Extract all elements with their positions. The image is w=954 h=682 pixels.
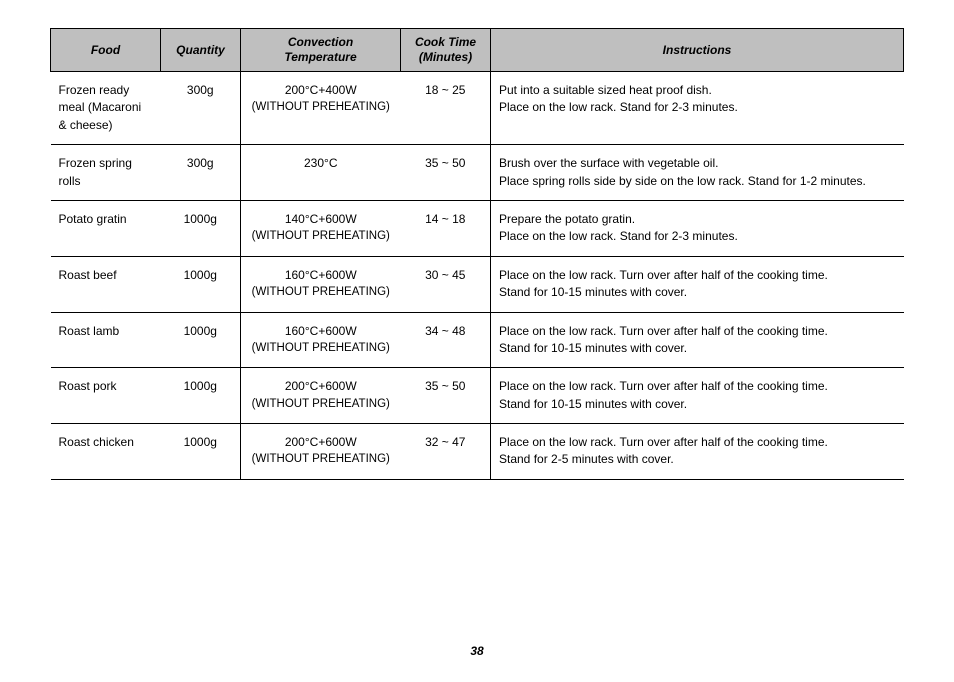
instruction-line: Place on the low rack. Stand for 2-3 min… — [499, 99, 896, 116]
table-row: Frozen spring rolls300g 230°C 35 ~ 50 Brush… — [51, 145, 904, 201]
cell-quantity: 1000g — [161, 424, 241, 480]
cell-instructions: Prepare the potato gratin.Place on the l… — [491, 200, 904, 256]
col-header-temperature: ConvectionTemperature — [241, 29, 401, 72]
instruction-line: Brush over the surface with vegetable oi… — [499, 155, 896, 172]
col-header-quantity: Quantity — [161, 29, 241, 72]
temperature-main: 200°C+400W — [249, 82, 393, 99]
cell-time: 34 ~ 48 — [401, 312, 491, 368]
table-row: Potato gratin1000g140°C+600W(WITHOUT PRE… — [51, 200, 904, 256]
temperature-sub: (WITHOUT PREHEATING) — [249, 284, 393, 301]
table-row: Roast chicken1000g200°C+600W(WITHOUT PRE… — [51, 424, 904, 480]
cell-temperature: 160°C+600W(WITHOUT PREHEATING) — [241, 312, 401, 368]
temperature-main: 160°C+600W — [249, 267, 393, 284]
col-header-food: Food — [51, 29, 161, 72]
instruction-line: Place on the low rack. Stand for 2-3 min… — [499, 228, 896, 245]
cell-quantity: 1000g — [161, 256, 241, 312]
cell-temperature: 140°C+600W(WITHOUT PREHEATING) — [241, 200, 401, 256]
temperature-sub: (WITHOUT PREHEATING) — [249, 228, 393, 245]
cell-quantity: 1000g — [161, 368, 241, 424]
cell-food: Roast chicken — [51, 424, 161, 480]
cell-instructions: Place on the low rack. Turn over after h… — [491, 256, 904, 312]
temperature-sub: (WITHOUT PREHEATING) — [249, 340, 393, 357]
instruction-line: Stand for 10-15 minutes with cover. — [499, 284, 896, 301]
col-header-time: Cook Time(Minutes) — [401, 29, 491, 72]
instruction-line: Stand for 10-15 minutes with cover. — [499, 396, 896, 413]
col-header-instructions: Instructions — [491, 29, 904, 72]
instruction-line: Place on the low rack. Turn over after h… — [499, 267, 896, 284]
cell-time: 35 ~ 50 — [401, 368, 491, 424]
page-number: 38 — [0, 644, 954, 658]
cell-temperature: 200°C+600W(WITHOUT PREHEATING) — [241, 424, 401, 480]
temperature-main: 160°C+600W — [249, 323, 393, 340]
table-body: Frozen ready meal (Macaroni & cheese)300… — [51, 72, 904, 480]
cell-quantity: 300g — [161, 145, 241, 201]
temperature-main: 140°C+600W — [249, 211, 393, 228]
instruction-line: Place on the low rack. Turn over after h… — [499, 378, 896, 395]
cell-food: Roast beef — [51, 256, 161, 312]
table-row: Roast pork1000g200°C+600W(WITHOUT PREHEA… — [51, 368, 904, 424]
cell-time: 32 ~ 47 — [401, 424, 491, 480]
instruction-line: Place spring rolls side by side on the l… — [499, 173, 896, 190]
cell-quantity: 300g — [161, 72, 241, 145]
cell-time: 35 ~ 50 — [401, 145, 491, 201]
cell-quantity: 1000g — [161, 200, 241, 256]
cell-food: Roast pork — [51, 368, 161, 424]
temperature-sub: (WITHOUT PREHEATING) — [249, 99, 393, 116]
instruction-line: Prepare the potato gratin. — [499, 211, 896, 228]
cell-instructions: Place on the low rack. Turn over after h… — [491, 312, 904, 368]
cell-temperature: 200°C+600W(WITHOUT PREHEATING) — [241, 368, 401, 424]
instruction-line: Place on the low rack. Turn over after h… — [499, 434, 896, 451]
temperature-sub: (WITHOUT PREHEATING) — [249, 451, 393, 468]
cell-instructions: Brush over the surface with vegetable oi… — [491, 145, 904, 201]
cell-food: Potato gratin — [51, 200, 161, 256]
cell-food: Frozen spring rolls — [51, 145, 161, 201]
cell-temperature: 160°C+600W(WITHOUT PREHEATING) — [241, 256, 401, 312]
cell-time: 30 ~ 45 — [401, 256, 491, 312]
table-row: Roast beef1000g160°C+600W(WITHOUT PREHEA… — [51, 256, 904, 312]
instruction-line: Stand for 2-5 minutes with cover. — [499, 451, 896, 468]
cooking-guide-table: Food Quantity ConvectionTemperature Cook… — [50, 28, 904, 480]
cell-time: 18 ~ 25 — [401, 72, 491, 145]
cell-time: 14 ~ 18 — [401, 200, 491, 256]
cell-instructions: Place on the low rack. Turn over after h… — [491, 424, 904, 480]
instruction-line: Put into a suitable sized heat proof dis… — [499, 82, 896, 99]
cell-instructions: Place on the low rack. Turn over after h… — [491, 368, 904, 424]
instruction-line: Place on the low rack. Turn over after h… — [499, 323, 896, 340]
temperature-main: 230°C — [249, 155, 393, 172]
table-row: Frozen ready meal (Macaroni & cheese)300… — [51, 72, 904, 145]
cell-food: Roast lamb — [51, 312, 161, 368]
cell-instructions: Put into a suitable sized heat proof dis… — [491, 72, 904, 145]
temperature-main: 200°C+600W — [249, 434, 393, 451]
cell-temperature: 230°C — [241, 145, 401, 201]
table-row: Roast lamb1000g160°C+600W(WITHOUT PREHEA… — [51, 312, 904, 368]
instruction-line: Stand for 10-15 minutes with cover. — [499, 340, 896, 357]
cell-food: Frozen ready meal (Macaroni & cheese) — [51, 72, 161, 145]
cell-quantity: 1000g — [161, 312, 241, 368]
cell-temperature: 200°C+400W(WITHOUT PREHEATING) — [241, 72, 401, 145]
temperature-main: 200°C+600W — [249, 378, 393, 395]
table-header: Food Quantity ConvectionTemperature Cook… — [51, 29, 904, 72]
temperature-sub: (WITHOUT PREHEATING) — [249, 396, 393, 413]
